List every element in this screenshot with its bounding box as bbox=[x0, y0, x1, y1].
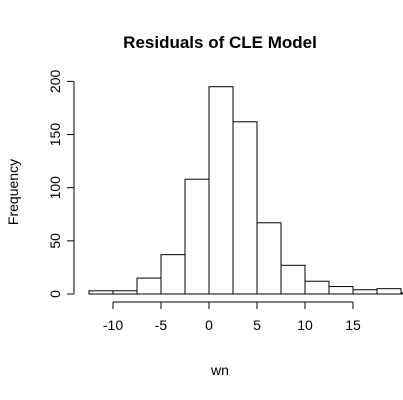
histogram-bar bbox=[232, 121, 258, 295]
histogram-bar bbox=[280, 264, 306, 295]
x-tick-label: 5 bbox=[253, 317, 261, 333]
x-axis: -10 -5 0 5 10 15 bbox=[103, 301, 361, 333]
histogram-bar bbox=[256, 222, 282, 295]
histogram-bar bbox=[184, 178, 210, 295]
bars-group bbox=[88, 86, 403, 295]
y-axis: 0 50 100 150 200 bbox=[47, 70, 75, 298]
y-tick-label: 0 bbox=[47, 290, 63, 298]
histogram-bar bbox=[160, 254, 186, 295]
y-axis-label: Frequency bbox=[5, 159, 21, 225]
histogram-bar bbox=[112, 290, 138, 295]
chart-title: Residuals of CLE Model bbox=[123, 33, 317, 52]
histogram-bar bbox=[376, 288, 402, 295]
x-axis-label: wn bbox=[210, 362, 229, 378]
y-tick-label: 100 bbox=[47, 176, 63, 200]
y-tick-label: 150 bbox=[47, 123, 63, 147]
histogram-bar bbox=[208, 86, 234, 295]
histogram-bar bbox=[304, 280, 330, 295]
y-tick-label: 200 bbox=[47, 70, 63, 94]
histogram-bar bbox=[328, 286, 354, 295]
x-tick-label: 15 bbox=[345, 317, 361, 333]
histogram-bar bbox=[400, 292, 403, 295]
histogram-bar bbox=[136, 277, 162, 295]
x-tick-label: -5 bbox=[155, 317, 168, 333]
x-tick-label: 10 bbox=[297, 317, 313, 333]
histogram-bar bbox=[352, 289, 378, 295]
x-tick-label: 0 bbox=[205, 317, 213, 333]
x-tick-label: -10 bbox=[103, 317, 123, 333]
histogram-bar bbox=[88, 290, 114, 295]
y-tick-label: 50 bbox=[47, 233, 63, 249]
